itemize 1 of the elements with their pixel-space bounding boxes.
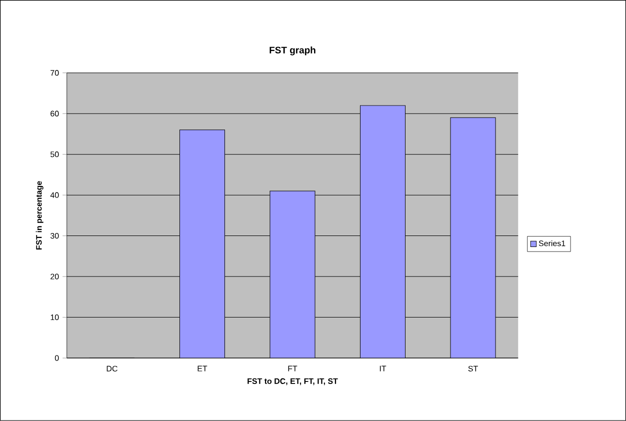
chart-title: FST graph — [270, 46, 316, 56]
